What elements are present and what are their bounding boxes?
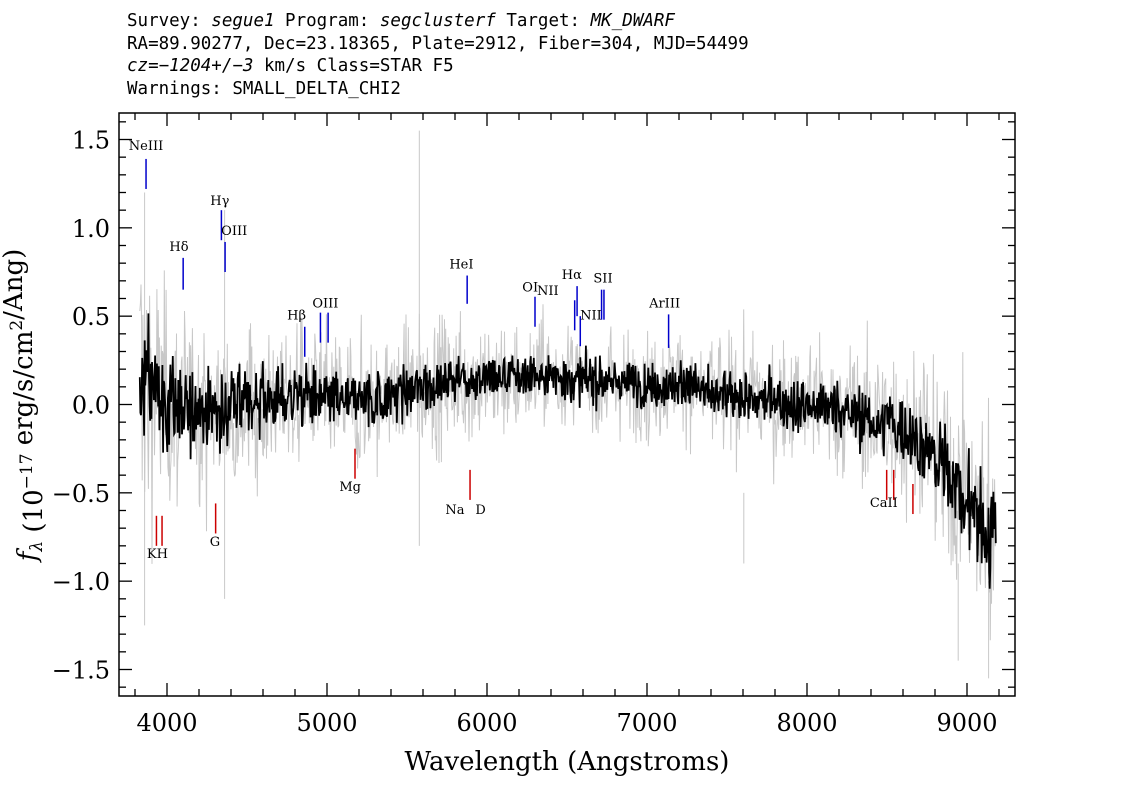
program-label: Program: xyxy=(274,11,380,31)
spectral-line-label: Hδ xyxy=(169,240,188,255)
y-tick-label: 1.0 xyxy=(72,215,110,243)
x-axis-title: Wavelength (Angstroms) xyxy=(405,747,730,777)
y-tick-label: −1.5 xyxy=(52,657,110,685)
redshift-value: cz=−1204+/−3 xyxy=(127,56,254,76)
x-tick-label: 8000 xyxy=(776,709,837,737)
y-tick-label: −1.0 xyxy=(52,568,110,596)
spectral-line-label: NII xyxy=(580,309,602,324)
spectral-line-label: SII xyxy=(593,272,612,287)
x-tick-label: 5000 xyxy=(296,709,357,737)
header-line-redshift: cz=−1204+/−3 km/s Class=STAR F5 xyxy=(127,55,1087,78)
spectrum-header: Survey: segue1 Program: segclusterf Targ… xyxy=(127,10,1087,100)
error-series-line xyxy=(139,270,997,641)
spectral-line-markers xyxy=(145,158,914,546)
x-tick-label: 9000 xyxy=(936,709,997,737)
y-axis-title: fλ (10−17 erg/s/cm2/Ang) xyxy=(0,249,49,564)
spectral-line-label: OIII xyxy=(221,224,247,239)
survey-value: segue1 xyxy=(211,11,275,31)
class-value: km/s Class=STAR F5 xyxy=(253,56,454,76)
spectral-line-label: D xyxy=(475,503,485,518)
spectral-line-label: OIII xyxy=(312,296,338,311)
x-tick-label: 4000 xyxy=(136,709,197,737)
header-line-survey: Survey: segue1 Program: segclusterf Targ… xyxy=(127,10,1087,33)
y-tick-label: −0.5 xyxy=(52,480,110,508)
spectral-line-label: Hα xyxy=(562,268,582,283)
x-tick-label: 6000 xyxy=(456,709,517,737)
spectral-line-label: HeI xyxy=(449,257,473,272)
header-line-warnings: Warnings: SMALL_DELTA_CHI2 xyxy=(127,78,401,99)
spectral-line-label: ArIII xyxy=(648,296,680,311)
x-tick-label: 7000 xyxy=(616,709,677,737)
spectral-line-label: KH xyxy=(147,547,168,562)
flux-series xyxy=(138,313,997,589)
y-tick-label: 0.0 xyxy=(72,392,110,420)
spectral-line-label: Hγ xyxy=(210,194,229,209)
spectral-line-label: G xyxy=(210,535,220,550)
target-value: MK_DWARF xyxy=(590,11,675,31)
flux-series-line xyxy=(138,313,997,589)
survey-label: Survey: xyxy=(127,11,212,31)
target-label: Target: xyxy=(495,11,591,31)
spectral-line-label: Na xyxy=(445,503,464,518)
spectral-line-label: NeIII xyxy=(129,139,163,154)
y-tick-label: 1.5 xyxy=(72,127,110,155)
spectral-line-label: Mg xyxy=(339,480,361,495)
spectral-line-label: Hβ xyxy=(287,309,306,324)
axis-ticks: 4000 5000 6000 7000 8000 9000 1.5 1.0 0.5 0.0 −0.5… xyxy=(52,113,1015,737)
program-value: segclusterf xyxy=(379,11,496,31)
spectral-line-label: CaII xyxy=(870,496,898,511)
spectral-line-label: NII xyxy=(537,284,559,299)
y-tick-label: 0.5 xyxy=(72,303,110,331)
header-line-coordinates: RA=89.90277, Dec=23.18365, Plate=2912, F… xyxy=(127,33,749,54)
spectral-line-label: OI xyxy=(522,280,538,295)
